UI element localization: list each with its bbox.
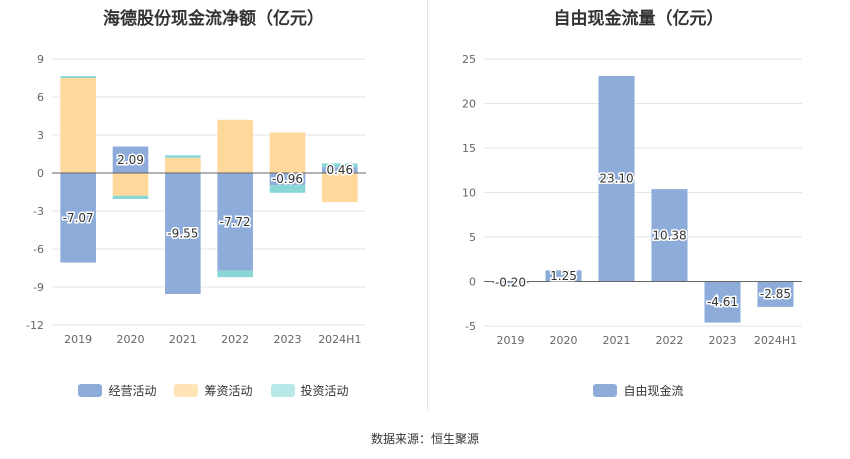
y-tick-label: -12 — [26, 319, 44, 332]
bar — [322, 167, 358, 173]
y-tick-label: 0 — [469, 276, 476, 289]
investing-swatch — [270, 384, 295, 397]
bar — [757, 281, 794, 307]
x-tick-label: 2020 — [117, 333, 145, 346]
bar — [60, 173, 96, 263]
y-tick-label: 3 — [37, 129, 44, 142]
x-tick-label: 2024H1 — [754, 334, 797, 347]
bar — [112, 173, 149, 196]
data-label: -2.85 — [760, 287, 791, 301]
bar — [269, 132, 306, 173]
data-label: 2.09 — [117, 153, 144, 167]
legend-item-investing[interactable]: 投资活动 — [270, 382, 349, 399]
legend-label-investing: 投资活动 — [300, 384, 349, 398]
data-label: -7.07 — [63, 211, 94, 225]
y-tick-label: 9 — [37, 53, 44, 66]
left-legend: 经营活动 筹资活动 投资活动 — [0, 382, 427, 399]
bar — [165, 155, 201, 158]
y-tick-label: 0 — [37, 167, 44, 180]
financing-swatch — [174, 384, 199, 397]
y-tick-label: 20 — [462, 98, 476, 111]
operating-swatch — [78, 384, 103, 397]
bar — [217, 119, 253, 173]
bar — [269, 185, 306, 193]
y-tick-label: 5 — [469, 231, 476, 244]
y-tick-label: -5 — [465, 320, 476, 333]
y-tick-label: 15 — [462, 142, 476, 155]
y-tick-label: 25 — [462, 53, 476, 66]
x-tick-label: 2023 — [709, 334, 737, 347]
bar — [598, 75, 635, 282]
right-legend: 自由现金流 — [427, 382, 850, 399]
bar — [322, 163, 358, 168]
bar — [165, 157, 201, 173]
bar — [60, 76, 96, 78]
data-label: 10.38 — [652, 228, 686, 242]
free-cash-flow-chart: 25 20 15 10 5 0 -5 2019 2020 2021 2022 2023 2024H1 -0… — [462, 53, 802, 347]
x-tick-label: 2023 — [274, 333, 302, 346]
x-tick-label: 2019 — [64, 333, 92, 346]
bar — [112, 195, 149, 199]
data-label: -0.96 — [272, 172, 303, 186]
data-label: -7.72 — [220, 215, 251, 229]
free-cash-flow-panel: 自由现金流量（亿元） 25 20 15 10 5 0 -5 2019 2020 2021 2022 2… — [427, 0, 850, 410]
data-label: 0.46 — [326, 163, 353, 177]
bar — [217, 173, 253, 271]
bar — [545, 270, 582, 282]
bar — [322, 173, 358, 203]
bar — [165, 173, 201, 294]
y-tick-label: 10 — [462, 187, 476, 200]
bar — [269, 173, 306, 186]
cash-flow-net-panel: 海德股份现金流净额（亿元） 9 6 3 0 -3 -6 -9 -12 2019 2020 2021 2… — [0, 0, 427, 410]
left-chart-title: 海德股份现金流净额（亿元） — [103, 9, 324, 29]
data-label: 1.25 — [550, 269, 577, 283]
x-tick-label: 2024H1 — [318, 333, 361, 346]
legend-label-operating: 经营活动 — [108, 384, 157, 398]
legend-item-operating[interactable]: 经营活动 — [78, 382, 156, 399]
bar — [217, 270, 253, 278]
bar — [112, 146, 149, 173]
x-tick-label: 2020 — [550, 334, 578, 347]
x-tick-label: 2021 — [603, 334, 631, 347]
legend-item-financing[interactable]: 筹资活动 — [174, 382, 253, 399]
x-tick-label: 2021 — [169, 333, 197, 346]
data-label: -9.55 — [167, 226, 198, 240]
legend-item-free-cash[interactable]: 自由现金流 — [593, 382, 684, 399]
data-label: -0.20 — [495, 275, 526, 289]
free-cash-swatch — [593, 384, 618, 397]
legend-label-free-cash: 自由现金流 — [623, 384, 684, 398]
x-tick-label: 2022 — [221, 333, 249, 346]
bar — [60, 78, 96, 173]
data-label: -4.61 — [707, 295, 738, 309]
bar — [492, 281, 529, 284]
data-label: 23.10 — [599, 172, 633, 186]
y-tick-label: -3 — [33, 205, 44, 218]
x-tick-label: 2022 — [656, 334, 684, 347]
cash-flow-net-chart: 9 6 3 0 -3 -6 -9 -12 2019 2020 2021 2022 2023 2024H1 -… — [26, 53, 366, 346]
y-tick-label: 6 — [37, 91, 44, 104]
bar — [651, 189, 688, 282]
y-tick-label: -9 — [33, 281, 44, 294]
legend-label-financing: 筹资活动 — [204, 384, 253, 398]
right-chart-title: 自由现金流量（亿元） — [553, 9, 724, 29]
data-source: 数据来源：恒生聚源 — [370, 432, 479, 446]
y-tick-label: -6 — [33, 243, 44, 256]
panel-divider — [427, 0, 428, 410]
x-tick-label: 2019 — [497, 334, 525, 347]
bar — [704, 281, 741, 323]
